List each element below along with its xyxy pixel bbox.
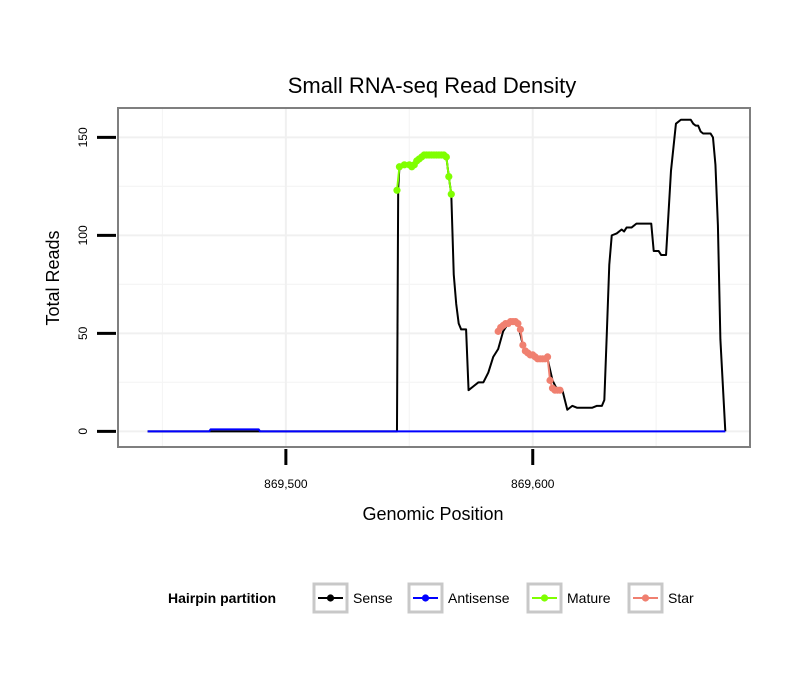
data-point-mature [442,153,450,161]
x-axis: 869,500 869,600 [264,449,555,491]
legend-swatch-point-antisense [421,594,430,602]
x-tick-label: 869,600 [511,477,555,491]
chart-title: Small RNA-seq Read Density [288,73,577,98]
data-point-star [519,341,527,349]
legend-swatch-point-star [641,594,650,602]
data-point-star [516,325,525,334]
data-point-mature [400,161,408,169]
y-tick-label: 150 [76,127,90,147]
x-tick-label: 869,500 [264,477,308,491]
y-axis: 0 50 100 150 [76,127,116,435]
y-axis-title: Total Reads [43,230,63,325]
legend-label-antisense: Antisense [448,590,510,606]
data-point-star [546,376,554,384]
data-point-star [556,386,564,394]
legend: Hairpin partition Sense Antisense Mature St… [168,582,694,614]
y-tick-label: 100 [76,225,90,245]
data-point-mature [447,190,455,198]
legend-swatch-point-mature [540,594,549,602]
series-line-antisense [147,428,726,433]
data-point-mature [393,186,401,194]
x-axis-title: Genomic Position [362,504,503,524]
data-point-star [543,353,552,361]
y-tick-label: 0 [76,428,90,435]
series-layer [147,118,727,433]
legend-swatch-point-sense [326,594,335,602]
legend-label-sense: Sense [353,590,393,606]
plot-panel [117,107,751,448]
data-point-star [514,319,522,328]
data-point-mature [445,172,453,181]
legend-label-star: Star [668,590,694,606]
legend-label-mature: Mature [567,590,611,606]
legend-title: Hairpin partition [168,590,276,606]
y-tick-label: 50 [76,326,90,340]
